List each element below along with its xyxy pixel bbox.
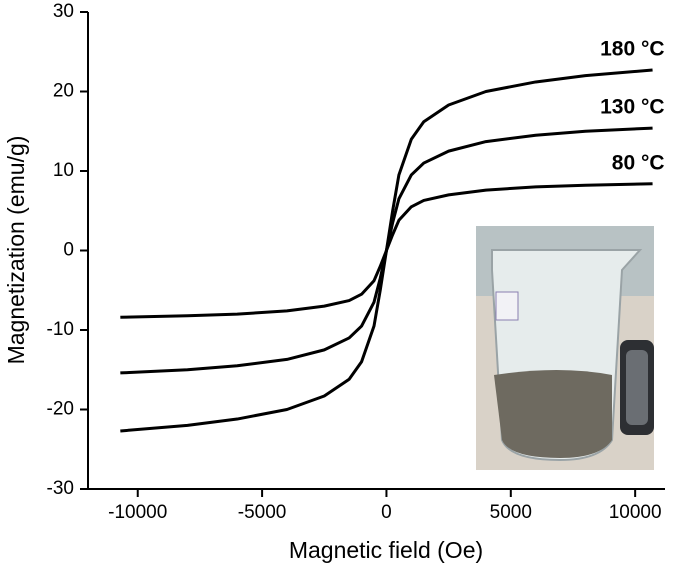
- y-tick-label: 30: [53, 1, 74, 22]
- y-tick-label: -30: [47, 478, 74, 499]
- series-label: 180 °C: [600, 38, 664, 61]
- x-tick-label: 10000: [609, 502, 662, 523]
- y-tick-label: 10: [53, 160, 74, 181]
- y-tick-label: 20: [53, 81, 74, 102]
- x-tick-label: 5000: [490, 502, 532, 523]
- y-tick-label: -10: [47, 319, 74, 340]
- y-tick-label: -20: [47, 399, 74, 420]
- x-axis-title: Magnetic field (Oe): [289, 537, 483, 563]
- inset-photo: [476, 226, 654, 470]
- x-tick-label: 0: [381, 502, 392, 523]
- y-axis-title: Magnetization (emu/g): [3, 136, 29, 365]
- series-label: 130 °C: [600, 96, 664, 119]
- x-tick-label: -10000: [108, 502, 167, 523]
- x-tick-label: -5000: [238, 502, 287, 523]
- y-tick-label: 0: [63, 240, 74, 261]
- series-label: 80 °C: [612, 151, 665, 174]
- series-line: [120, 182, 653, 319]
